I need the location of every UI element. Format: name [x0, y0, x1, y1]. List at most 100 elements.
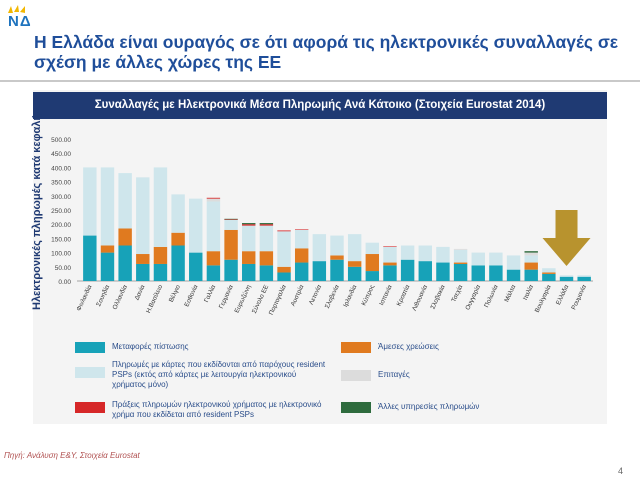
bar-segment [153, 263, 168, 281]
bar-segment [136, 177, 150, 255]
bar-segment [383, 265, 397, 281]
bar-segment [365, 254, 380, 272]
bar-segment [206, 265, 221, 281]
x-tick-label: Σύνολο ΕΕ [250, 283, 270, 314]
bar-segment [100, 252, 115, 281]
x-tick-label: Κροατία [395, 283, 412, 307]
bar-segment [242, 224, 256, 226]
x-tick-label: Τσεχία [449, 283, 464, 303]
sun-rays-icon [8, 5, 25, 13]
bar-segment [277, 272, 291, 281]
x-tick-label: Γαλλία [202, 283, 217, 303]
bar-segment [224, 219, 238, 230]
bar-segment [383, 246, 397, 263]
bar-segment [471, 265, 485, 281]
legend-label: Μεταφορές πίστωσης [112, 342, 189, 351]
bar-segment [365, 271, 380, 281]
y-tick-label: 500.00 [51, 137, 71, 144]
bar-segment [206, 201, 221, 252]
bar-segment [524, 262, 538, 270]
bar-segment [312, 234, 327, 262]
bar-segment [524, 269, 538, 281]
x-tick-label: Δανία [133, 283, 147, 301]
y-tick-label: 0.00 [58, 279, 71, 286]
x-tick-label: Ισπανία [377, 283, 394, 306]
bar-segment [277, 230, 291, 232]
bar-segment [365, 242, 380, 255]
x-tick-label: Φινλανδία [75, 283, 94, 312]
x-tick-label: Ρουμανία [569, 283, 588, 311]
x-tick-label: Σουηδία [94, 283, 111, 307]
legend-swatch [341, 370, 371, 381]
party-logo [8, 5, 25, 13]
x-tick-label: Βέλγιο [167, 283, 182, 303]
x-tick-label: Λετονία [307, 283, 323, 306]
bar-segment [259, 251, 274, 266]
bar-segment [418, 245, 432, 262]
y-tick-label: 350.00 [51, 180, 71, 187]
bar-segment [489, 252, 503, 266]
y-tick-label: 300.00 [51, 194, 71, 201]
x-tick-label: Σλοβακία [429, 283, 447, 310]
bar-segment [136, 254, 150, 264]
bar-segment [259, 225, 274, 252]
bar-segment [400, 259, 415, 281]
x-tick-label: Βουλγαρία [533, 283, 553, 314]
bar-segment [136, 263, 150, 281]
bar-segment [559, 275, 574, 277]
bar-segment [224, 229, 238, 260]
x-tick-label: Ιρλανδία [341, 283, 358, 308]
bar-segment [224, 259, 238, 281]
bar-segment [153, 167, 168, 247]
bar-segment [171, 194, 185, 233]
bar-segment [383, 262, 397, 266]
bar-segment [83, 167, 97, 236]
bar-segment [118, 245, 132, 281]
y-tick-label: 100.00 [51, 251, 71, 258]
x-tick-label: Λιθουανία [410, 283, 429, 312]
bar-segment [294, 229, 309, 230]
page-number: 4 [618, 466, 624, 476]
bar-segment [277, 231, 291, 267]
x-tick-label: Ολλανδία [111, 283, 130, 311]
x-tick-label: Σλοβενία [323, 283, 341, 309]
bar-segment [224, 219, 238, 220]
slide-title: Η Ελλάδα είναι ουραγός σε ότι αφορά τις … [34, 32, 619, 72]
bar-segment [383, 246, 397, 247]
bar-segment [259, 224, 274, 226]
x-tick-label: Αυστρία [289, 283, 306, 307]
bar-segment [294, 262, 309, 281]
bar-segment [559, 276, 574, 281]
x-tick-label: Ελλάδα [554, 283, 570, 306]
x-tick-label: Ουγγαρία [463, 283, 482, 311]
bar-segment [312, 261, 327, 281]
y-tick-label: 250.00 [51, 208, 71, 215]
bar-segment [259, 223, 274, 225]
y-tick-label: 50.00 [55, 265, 72, 272]
bar-segment [506, 269, 521, 281]
sun-icon [8, 5, 25, 13]
y-tick-label: 400.00 [51, 165, 71, 172]
bar-segment [330, 259, 344, 281]
highlight-arrow-icon [542, 210, 591, 266]
bar-segment [206, 198, 221, 202]
bar-segment [506, 255, 521, 270]
bar-segment [242, 251, 256, 264]
y-tick-label: 150.00 [51, 236, 71, 243]
title-divider [0, 80, 640, 82]
bar-segment [189, 198, 203, 253]
bar-segment [206, 251, 221, 266]
bar-segment [453, 249, 468, 263]
bar-segment [83, 235, 97, 281]
source-note: Πηγή: Ανάλυση E&Y, Στοιχεία Eurostat [4, 451, 140, 460]
legend-swatch [75, 402, 105, 413]
bar-segment [153, 246, 168, 264]
x-tick-label: Γερμανία [217, 283, 235, 310]
bar-segment [294, 248, 309, 263]
bar-segment [453, 262, 468, 264]
legend-label: Επιταγές [378, 370, 410, 379]
bar-segment [294, 229, 309, 249]
x-tick-label: Εσθονία [182, 283, 199, 308]
bar-segment [471, 252, 485, 266]
bar-segment [400, 245, 415, 260]
